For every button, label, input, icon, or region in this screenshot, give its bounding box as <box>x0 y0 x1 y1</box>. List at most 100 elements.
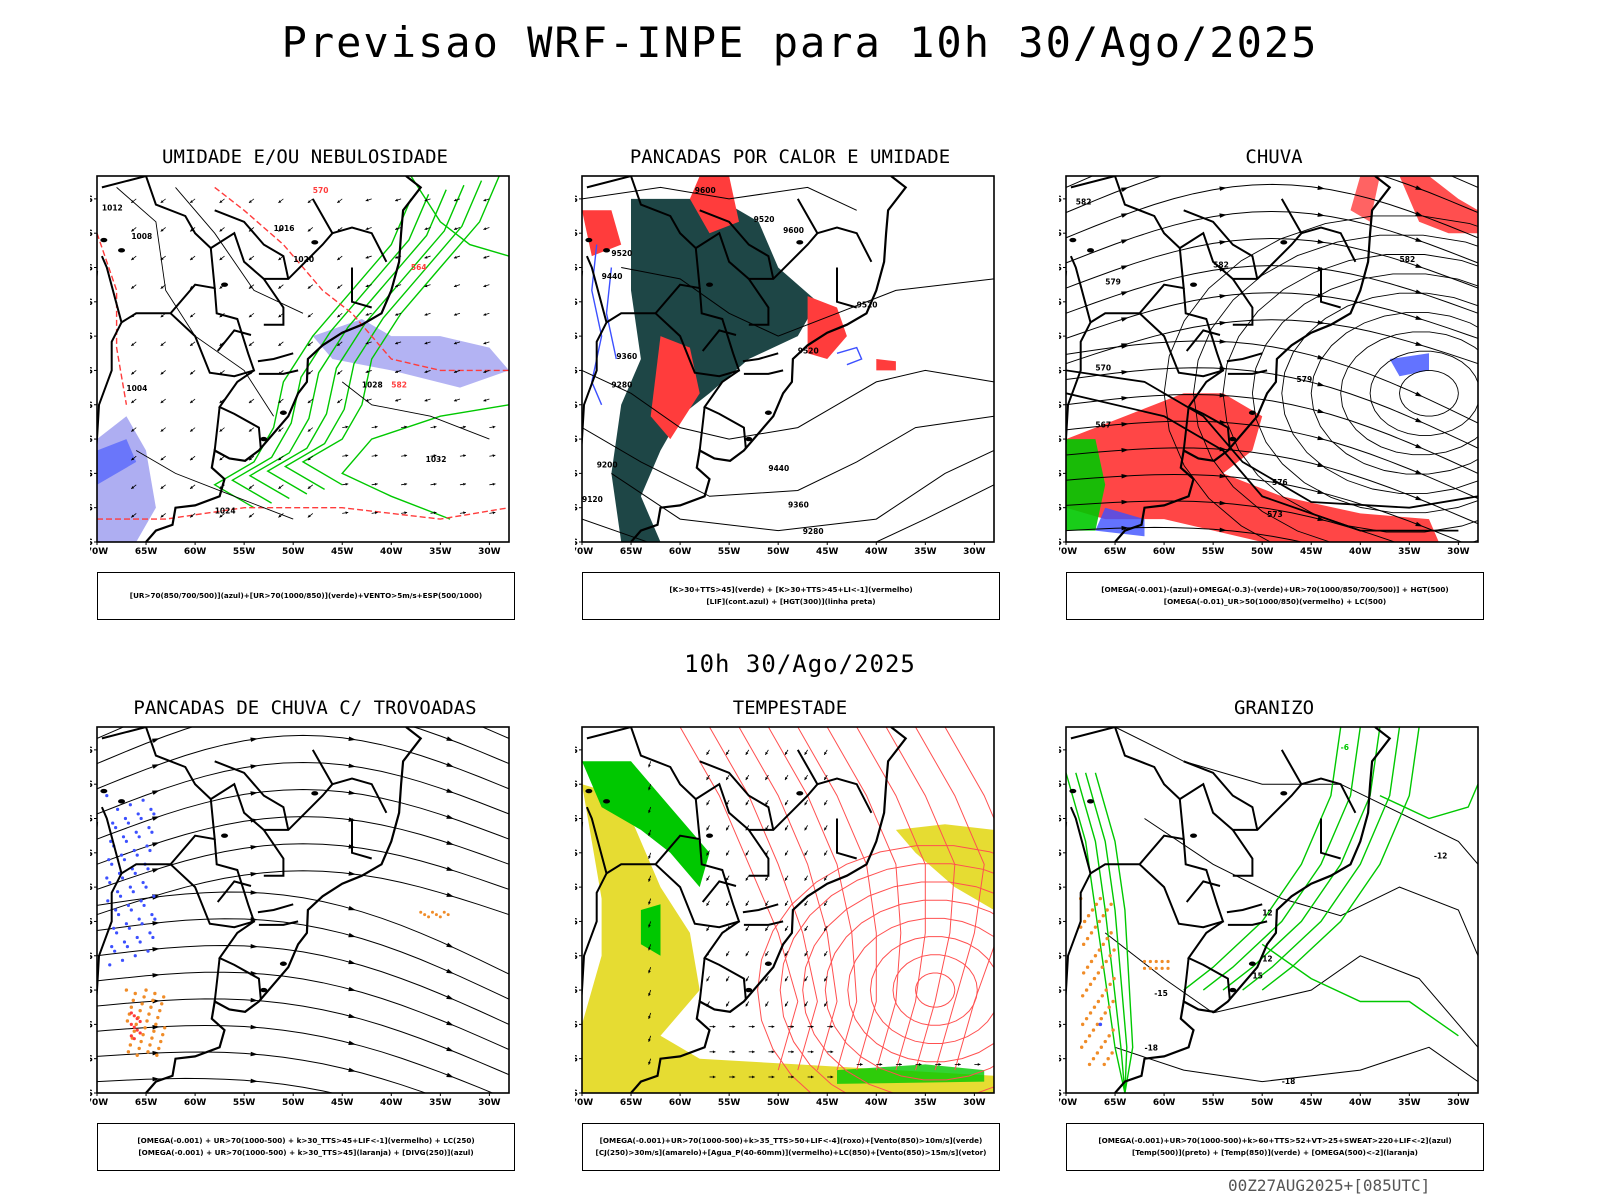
divg-point <box>136 812 140 816</box>
wind850-vector-head <box>824 928 827 932</box>
country-border <box>585 176 701 324</box>
wind850-vector-head <box>918 1062 922 1066</box>
streamline-ring <box>1193 234 1478 542</box>
legend-line: [Temp(500)](preto) + [Temp(850)](verde) … <box>1132 1148 1418 1157</box>
wind-vector-head <box>453 313 457 316</box>
lat-tick-label: 27S <box>90 366 93 376</box>
streamline-arrow <box>1415 341 1423 346</box>
streamline-arrow <box>1121 396 1129 401</box>
storm-point-orange <box>143 1026 147 1030</box>
wind850-vector-head <box>765 1003 768 1007</box>
country-border <box>1179 231 1234 280</box>
divg-point <box>132 848 136 853</box>
wind850-vector-head <box>648 764 651 768</box>
wind850-vector-head <box>752 1050 755 1054</box>
panel-tempestade: TEMPESTADE 12S 15S 18S 21S 24S 27S 30S 33S 36S 39… <box>575 697 1005 1177</box>
map-chuva: 582 582 582 579 579 576 573 570 567 12S 15S 18S 21S 2… <box>1059 175 1479 557</box>
omega500-point <box>1154 966 1158 970</box>
divg-point <box>153 917 157 921</box>
storm-point-orange <box>151 998 155 1003</box>
omega500-point <box>1092 976 1097 981</box>
omega500-point <box>1154 959 1158 964</box>
streamline-arrow <box>1415 495 1423 501</box>
divg-point <box>128 885 132 889</box>
contour-label: 9360 <box>616 352 637 361</box>
wind-vector-head <box>131 486 135 489</box>
streamline-arrow <box>348 986 356 992</box>
divg-point <box>148 848 152 853</box>
divg-point <box>138 940 142 944</box>
lake <box>279 961 287 966</box>
wind850-vector-head <box>648 924 651 928</box>
storm-point-red <box>132 1014 136 1018</box>
panel-chuva: CHUVA 582 582 582 579 579 576 573 570 567 12S 15S 1… <box>1059 146 1489 626</box>
wind850-vector-head <box>791 1025 794 1029</box>
country-border <box>698 406 706 451</box>
rain-area-green <box>1066 439 1106 531</box>
omega500-point <box>1107 1034 1111 1038</box>
divg-point <box>119 853 124 857</box>
streamline-arrow <box>1120 213 1129 218</box>
contour-label: 9520 <box>754 215 775 224</box>
wind850-vector-head <box>810 1075 814 1079</box>
divg-point <box>107 858 111 862</box>
lat-tick-label: 12S <box>1059 195 1062 205</box>
map-frame <box>581 726 995 1094</box>
humidity-contour-low <box>248 189 447 500</box>
contour-label: 9360 <box>788 501 809 510</box>
rain-area-blue <box>1389 353 1429 377</box>
lat-tick-label: 15S <box>1059 780 1062 790</box>
wind-vector-head <box>131 457 135 461</box>
omega500-point <box>1091 1056 1096 1061</box>
lon-tick-label: 30W <box>963 1098 986 1108</box>
wind850-vector-head <box>732 1050 736 1054</box>
wind850-vector-head <box>824 1003 827 1007</box>
wind850-vector-head <box>824 802 827 806</box>
wind850-vector-head <box>726 852 729 856</box>
wind850-vector-head <box>726 877 729 881</box>
wind-vector-head <box>160 285 164 289</box>
divg-point <box>120 876 125 880</box>
country-border <box>210 231 265 280</box>
lat-tick-label: 27S <box>1059 917 1062 927</box>
streamline-arrow <box>250 944 258 949</box>
divg-point <box>134 830 138 834</box>
wind850-vector-head <box>765 777 768 781</box>
wind850-vector-head <box>824 852 827 856</box>
divg-point <box>126 903 130 908</box>
storm-point-orange <box>134 1022 138 1027</box>
wind850-vector-head <box>899 1062 902 1066</box>
lat-tick-label: 18S <box>90 264 93 274</box>
coastline-east <box>1114 727 1392 1093</box>
storm-point-orange <box>137 1046 141 1051</box>
omega500-point <box>1109 902 1113 906</box>
country-border <box>1069 727 1185 875</box>
streamline-arrow <box>446 994 454 1000</box>
lon-tick-label: 35W <box>429 1098 452 1108</box>
wind-vector-head <box>131 228 135 232</box>
omega500-point <box>1084 988 1089 992</box>
storm-point-orange <box>125 1019 130 1023</box>
streamline-arrow <box>1121 422 1129 427</box>
wind-vector-head <box>492 511 496 515</box>
hgt300-contour <box>582 186 857 211</box>
country-border <box>817 226 873 263</box>
hgt300-contour <box>582 415 994 497</box>
wind-vector-head <box>160 400 164 404</box>
country-border <box>1227 369 1268 375</box>
lake <box>100 237 108 243</box>
divg-point <box>142 903 146 908</box>
storm-point-orange <box>156 1015 160 1020</box>
contour-label: 9440 <box>768 464 789 473</box>
streamline-arrow <box>1121 370 1129 375</box>
omega500-point <box>1087 1062 1092 1067</box>
country-border <box>213 406 221 451</box>
lake <box>1190 282 1198 287</box>
lake <box>706 282 714 287</box>
divg-point <box>149 807 153 811</box>
wind-vector-head <box>365 398 369 402</box>
omega500-point <box>1083 1039 1088 1044</box>
temp500-contour <box>1104 932 1478 1048</box>
streamline-arrow <box>348 1040 356 1046</box>
wind-vector-head <box>219 257 223 261</box>
